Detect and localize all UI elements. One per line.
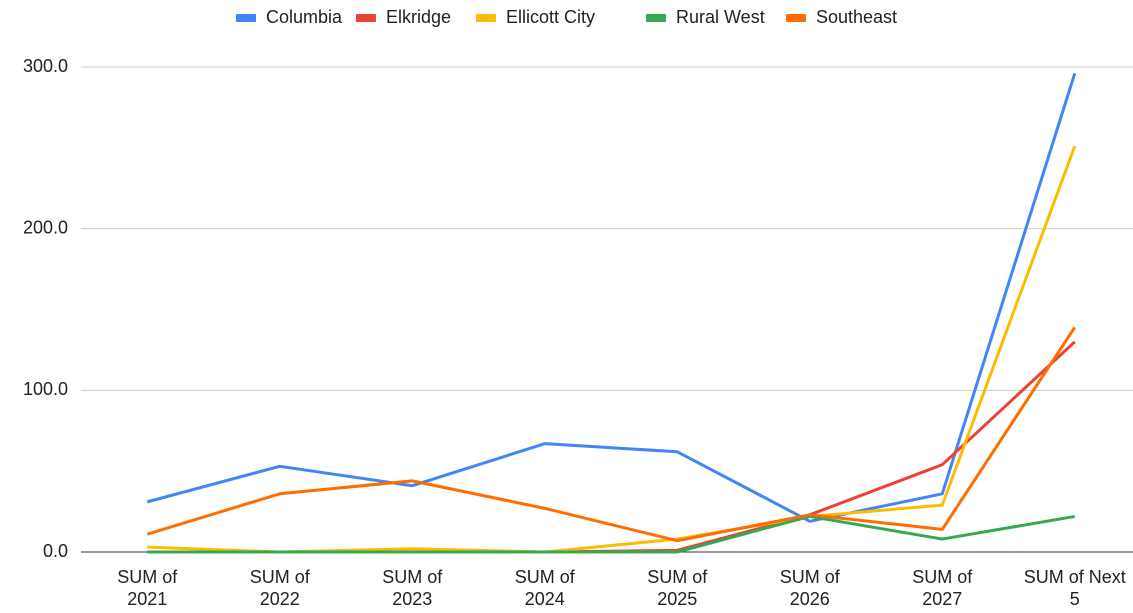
x-tick-label: SUM of 2021: [117, 567, 178, 609]
legend-label: Rural West: [676, 7, 765, 27]
legend-swatch: [236, 14, 256, 22]
legend-label: Ellicott City: [506, 7, 595, 27]
line-series: [147, 145, 1077, 554]
x-tick-label: SUM of 2022: [250, 567, 311, 609]
legend-swatch: [476, 14, 496, 22]
legend-swatch: [356, 14, 376, 22]
legend-swatch: [786, 14, 806, 22]
legend-label: Southeast: [816, 7, 897, 27]
x-tick-label: SUM of Next 5: [1024, 567, 1126, 609]
line-series: [146, 326, 1077, 543]
x-tick-label: SUM of 2027: [912, 567, 973, 609]
x-tick-label: SUM of 2023: [382, 567, 443, 609]
y-tick-label: 300.0: [23, 56, 68, 76]
legend-swatch: [646, 14, 666, 22]
line-series: [146, 73, 1077, 523]
x-tick-label: SUM of 2026: [780, 567, 841, 609]
line-series: [147, 514, 1076, 554]
legend-label: Elkridge: [386, 7, 451, 27]
legend-label: Columbia: [266, 7, 343, 27]
x-tick-label: SUM of 2025: [647, 567, 708, 609]
y-tick-label: 0.0: [43, 541, 68, 561]
y-tick-label: 200.0: [23, 217, 68, 237]
x-tick-label: SUM of 2024: [515, 567, 576, 609]
y-tick-label: 100.0: [23, 379, 68, 399]
